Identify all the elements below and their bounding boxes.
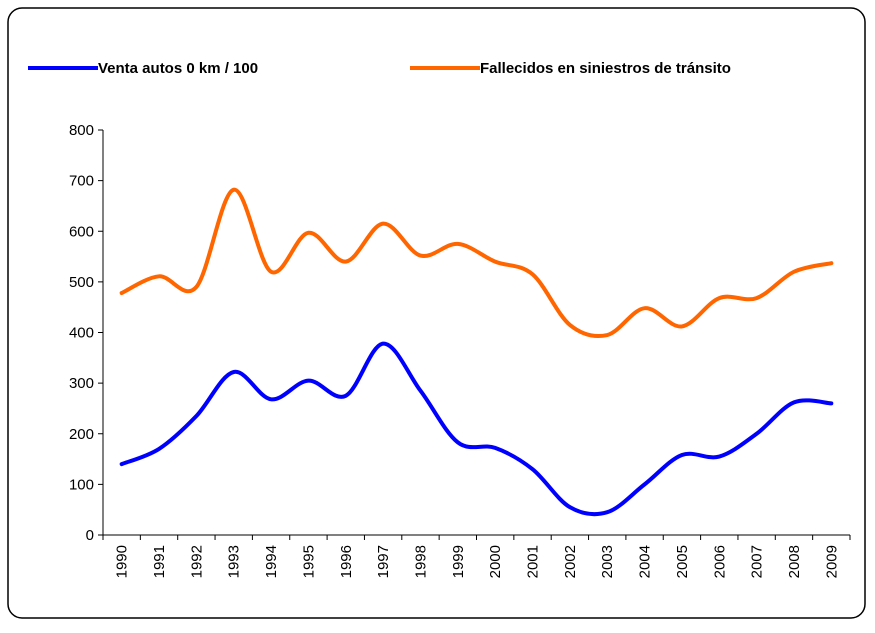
x-tick-label: 2001 [525,545,542,578]
y-tick-label: 300 [69,375,94,392]
y-tick-label: 200 [69,426,94,443]
x-tick-label: 1994 [263,545,280,578]
legend-label: Fallecidos en siniestros de tránsito [480,60,731,77]
x-tick-label: 2006 [711,545,728,578]
x-tick-label: 2000 [487,545,504,578]
y-tick-label: 0 [86,527,94,544]
y-tick-label: 600 [69,223,94,240]
x-tick-label: 2008 [786,545,803,578]
x-tick-label: 1996 [338,545,355,578]
y-tick-label: 800 [69,122,94,139]
x-tick-label: 2007 [749,545,766,578]
chart-border [7,7,866,619]
y-tick-label: 700 [69,173,94,190]
y-tick-label: 100 [69,476,94,493]
x-tick-label: 1999 [450,545,467,578]
series-line [119,187,834,339]
x-tick-label: 2003 [599,545,616,578]
x-tick-label: 1992 [188,545,205,578]
x-tick-label: 1990 [114,545,131,578]
x-tick-label: 2005 [674,545,691,578]
series-line [119,341,834,517]
y-tick-label: 400 [69,325,94,342]
x-tick-label: 1995 [300,545,317,578]
y-tick-label: 500 [69,274,94,291]
x-tick-label: 2002 [562,545,579,578]
x-tick-label: 1998 [412,545,429,578]
x-tick-label: 1997 [375,545,392,578]
x-tick-label: 1991 [151,545,168,578]
x-tick-label: 2004 [637,545,654,578]
x-tick-label: 1993 [226,545,243,578]
x-tick-label: 2009 [823,545,840,578]
legend-label: Venta autos 0 km / 100 [98,60,258,77]
